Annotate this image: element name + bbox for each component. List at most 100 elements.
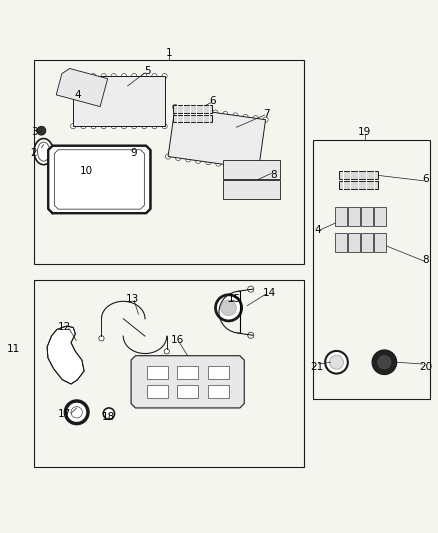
Text: 10: 10: [80, 166, 93, 176]
Polygon shape: [173, 105, 212, 113]
Ellipse shape: [256, 167, 261, 172]
Text: 15: 15: [228, 294, 241, 304]
Ellipse shape: [176, 155, 181, 160]
Ellipse shape: [141, 74, 147, 79]
Ellipse shape: [253, 183, 262, 196]
Text: 13: 13: [125, 294, 138, 304]
Ellipse shape: [103, 408, 115, 419]
Polygon shape: [147, 385, 168, 398]
Polygon shape: [208, 385, 229, 398]
Ellipse shape: [111, 124, 117, 129]
Text: 8: 8: [270, 170, 277, 180]
Text: 21: 21: [311, 361, 324, 372]
Ellipse shape: [325, 351, 348, 374]
Ellipse shape: [350, 210, 358, 223]
Ellipse shape: [223, 111, 228, 117]
Text: 16: 16: [171, 335, 184, 345]
Ellipse shape: [81, 124, 86, 129]
Text: 6: 6: [209, 96, 216, 106]
Ellipse shape: [233, 113, 238, 118]
Ellipse shape: [363, 210, 371, 223]
Text: 18: 18: [101, 411, 115, 422]
Ellipse shape: [71, 74, 76, 79]
Ellipse shape: [152, 124, 157, 129]
Text: 7: 7: [264, 109, 270, 119]
Polygon shape: [339, 171, 378, 179]
Text: 14: 14: [262, 288, 276, 297]
Ellipse shape: [131, 74, 137, 79]
Ellipse shape: [183, 106, 188, 111]
Ellipse shape: [144, 86, 163, 116]
Text: 2: 2: [31, 148, 37, 158]
Bar: [313, 140, 430, 399]
Polygon shape: [339, 181, 378, 189]
Ellipse shape: [34, 139, 53, 165]
Ellipse shape: [203, 109, 208, 114]
Ellipse shape: [99, 336, 104, 341]
Polygon shape: [361, 233, 373, 252]
Polygon shape: [335, 207, 346, 226]
Ellipse shape: [141, 124, 147, 129]
Polygon shape: [361, 207, 373, 226]
Polygon shape: [223, 180, 280, 199]
Ellipse shape: [350, 236, 358, 249]
Ellipse shape: [336, 210, 345, 223]
Ellipse shape: [229, 163, 238, 176]
Ellipse shape: [66, 334, 71, 339]
Ellipse shape: [215, 295, 242, 321]
Ellipse shape: [206, 159, 211, 165]
Polygon shape: [73, 76, 165, 126]
Ellipse shape: [376, 210, 385, 223]
Ellipse shape: [263, 117, 268, 122]
Polygon shape: [168, 107, 265, 169]
Polygon shape: [47, 326, 84, 384]
Ellipse shape: [241, 163, 251, 176]
Text: 11: 11: [7, 344, 20, 354]
Ellipse shape: [243, 114, 248, 119]
Ellipse shape: [372, 350, 396, 375]
Ellipse shape: [90, 166, 109, 192]
Ellipse shape: [248, 332, 254, 338]
Ellipse shape: [66, 166, 85, 192]
Ellipse shape: [121, 124, 127, 129]
Ellipse shape: [64, 76, 73, 91]
Ellipse shape: [329, 356, 343, 369]
Ellipse shape: [376, 236, 385, 249]
Ellipse shape: [37, 126, 46, 135]
Ellipse shape: [162, 124, 167, 129]
Text: 3: 3: [31, 126, 37, 136]
Ellipse shape: [162, 74, 167, 79]
Ellipse shape: [131, 124, 137, 129]
Ellipse shape: [229, 183, 238, 196]
Ellipse shape: [91, 124, 96, 129]
Ellipse shape: [265, 183, 275, 196]
Polygon shape: [348, 233, 360, 252]
Text: 1: 1: [166, 49, 172, 58]
Ellipse shape: [65, 401, 88, 424]
Ellipse shape: [91, 74, 96, 79]
Polygon shape: [374, 233, 386, 252]
Ellipse shape: [196, 122, 215, 152]
Text: 20: 20: [419, 361, 432, 372]
Ellipse shape: [93, 84, 102, 98]
Ellipse shape: [241, 128, 261, 158]
Ellipse shape: [114, 166, 133, 192]
Ellipse shape: [216, 161, 221, 166]
Ellipse shape: [101, 74, 106, 79]
Text: 12: 12: [58, 322, 71, 333]
Ellipse shape: [173, 118, 193, 149]
Text: 4: 4: [314, 224, 321, 235]
Ellipse shape: [164, 349, 170, 354]
Ellipse shape: [38, 142, 49, 161]
Ellipse shape: [236, 164, 241, 169]
Bar: [34, 60, 304, 264]
Ellipse shape: [121, 86, 140, 116]
Polygon shape: [374, 207, 386, 226]
Polygon shape: [335, 233, 346, 252]
Ellipse shape: [84, 81, 92, 95]
Ellipse shape: [186, 157, 191, 162]
Ellipse shape: [111, 74, 117, 79]
Text: 17: 17: [58, 409, 71, 419]
Ellipse shape: [219, 125, 238, 155]
Ellipse shape: [193, 107, 198, 112]
